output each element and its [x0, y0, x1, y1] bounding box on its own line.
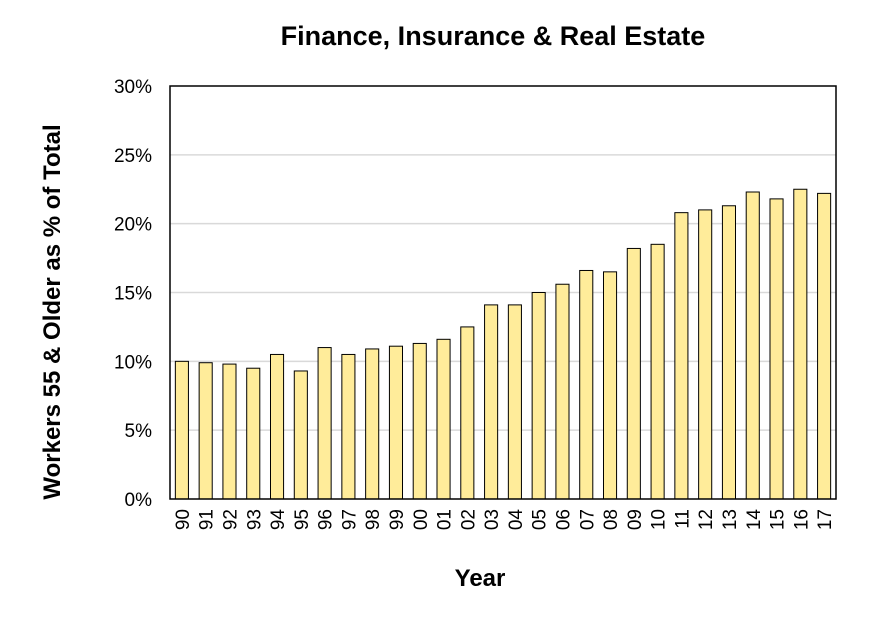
y-tick-label: 20% [114, 215, 152, 236]
x-tick-label: 01 [435, 509, 456, 530]
bar [223, 364, 236, 499]
x-tick-label: 14 [744, 509, 765, 531]
x-tick-label: 08 [601, 509, 622, 530]
bar [199, 363, 212, 499]
bar [389, 346, 402, 499]
x-tick-label: 00 [411, 509, 432, 530]
x-tick-label: 96 [316, 509, 337, 530]
y-tick-label: 25% [114, 146, 152, 167]
x-tick-label: 09 [625, 509, 646, 530]
bar [746, 192, 759, 499]
bar [675, 213, 688, 499]
x-tick-label: 07 [577, 509, 598, 530]
x-tick-label: 04 [506, 509, 527, 531]
bar [342, 354, 355, 499]
bar [437, 339, 450, 499]
x-tick-label: 97 [339, 509, 360, 530]
x-tick-label: 90 [173, 509, 194, 530]
x-tick-label: 92 [220, 509, 241, 530]
x-tick-label: 93 [244, 509, 265, 530]
x-tick-label: 99 [387, 509, 408, 530]
bar [770, 199, 783, 499]
y-tick-label: 0% [125, 490, 153, 511]
bar [247, 368, 260, 499]
bar [818, 193, 831, 499]
bar [627, 248, 640, 499]
bar [461, 327, 474, 499]
bar [580, 270, 593, 499]
bar [794, 189, 807, 499]
x-tick-label: 91 [197, 509, 218, 530]
x-axis-label: Year [455, 565, 506, 592]
bar [508, 305, 521, 499]
bar [556, 284, 569, 499]
x-tick-label: 05 [530, 509, 551, 530]
y-tick-label: 15% [114, 284, 152, 305]
y-tick-label: 30% [114, 77, 152, 98]
x-tick-label: 12 [696, 509, 717, 530]
bar [175, 361, 188, 499]
bar [603, 272, 616, 499]
x-tick-label: 02 [458, 509, 479, 530]
bar [699, 210, 712, 499]
y-tick-label: 5% [125, 421, 153, 442]
grid-lines [170, 155, 836, 430]
x-tick-label: 98 [363, 509, 384, 530]
x-tick-label: 15 [768, 509, 789, 530]
x-tick-label: 17 [815, 509, 836, 530]
y-axis-label: Workers 55 & Older as % of Total [39, 124, 66, 499]
bar [413, 343, 426, 499]
bar [722, 206, 735, 499]
x-tick-label: 06 [553, 509, 574, 530]
y-tick-labels: 0% 5% 10% 15% 20% 25% 30% [114, 77, 152, 511]
x-tick-label: 13 [720, 509, 741, 530]
bar [294, 371, 307, 499]
x-tick-labels: 90 91 92 93 94 95 96 97 98 99 00 01 02 03 04 05 06 07 08 09… [173, 509, 836, 531]
x-tick-label: 16 [791, 509, 812, 530]
x-tick-label: 11 [672, 509, 693, 529]
x-tick-label: 94 [268, 509, 289, 531]
bar [366, 349, 379, 499]
bars [175, 189, 830, 499]
x-tick-label: 95 [292, 509, 313, 530]
x-tick-label: 10 [649, 509, 670, 530]
bar [318, 348, 331, 499]
y-tick-label: 10% [114, 352, 152, 373]
chart-title: Finance, Insurance & Real Estate [281, 21, 706, 51]
bar [651, 244, 664, 499]
bar [532, 293, 545, 500]
bar [485, 305, 498, 499]
bar [270, 354, 283, 499]
x-tick-label: 03 [482, 509, 503, 530]
